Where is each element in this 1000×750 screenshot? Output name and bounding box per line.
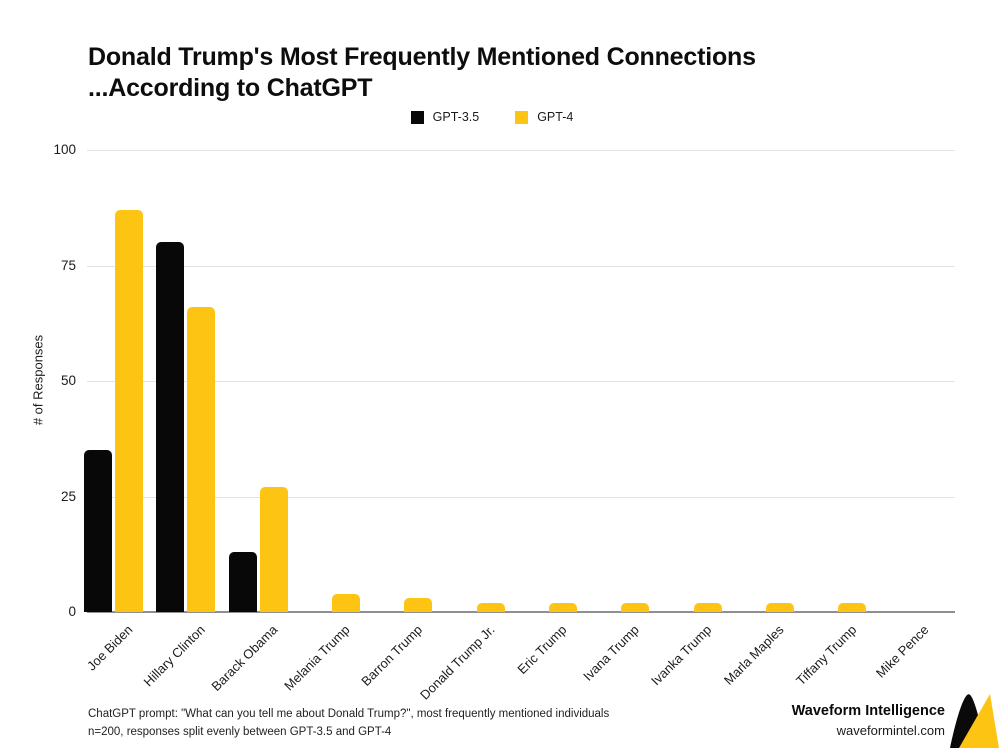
x-tick-label: Joe Biden bbox=[84, 622, 136, 674]
x-tick-label: Hillary Clinton bbox=[140, 622, 208, 690]
gridline bbox=[87, 496, 955, 498]
bar-gpt4-barron-trump bbox=[404, 598, 433, 612]
legend-label: GPT-4 bbox=[537, 110, 574, 124]
x-tick-label: Donald Trump Jr. bbox=[416, 622, 498, 703]
y-tick-label: 25 bbox=[60, 488, 76, 504]
bar-gpt4-joe-biden bbox=[115, 210, 143, 612]
bar-gpt4-barack-obama bbox=[259, 487, 288, 612]
y-tick-label: 50 bbox=[60, 373, 76, 388]
x-tick-label: Ivana Trump bbox=[580, 622, 642, 684]
plot-area: Joe Biden Hillary Clinton Barack Obama Mela… bbox=[84, 150, 955, 703]
bar-gpt35-joe-biden bbox=[84, 450, 112, 612]
x-axis-line bbox=[87, 611, 955, 613]
gridline bbox=[87, 265, 955, 267]
bar-gpt4-ivana-trump bbox=[621, 602, 650, 612]
brand-name: Waveform Intelligence bbox=[791, 703, 945, 719]
chart-title-line1: Donald Trump's Most Frequently Mentioned… bbox=[88, 43, 756, 71]
legend: GPT-3.5 GPT-4 bbox=[0, 110, 992, 124]
x-tick-label: Barack Obama bbox=[208, 622, 281, 694]
x-tick-label: Melania Trump bbox=[281, 622, 353, 694]
footnote: ChatGPT prompt: "What can you tell me ab… bbox=[88, 705, 609, 741]
bar-gpt4-melania-trump bbox=[332, 593, 360, 612]
logo-yellow-triangle bbox=[959, 694, 999, 748]
x-tick-label: Eric Trump bbox=[514, 622, 570, 678]
bar-gpt35-hillary-clinton bbox=[156, 242, 185, 612]
y-tick-label: 100 bbox=[53, 142, 76, 157]
bar-gpt4-marla-maples bbox=[766, 602, 794, 612]
legend-item: GPT-4 bbox=[515, 110, 573, 124]
x-tick-label: Marla Maples bbox=[720, 622, 787, 688]
bar-gpt35-barack-obama bbox=[228, 551, 257, 612]
legend-item: GPT-3.5 bbox=[410, 110, 480, 124]
gridline bbox=[87, 381, 955, 382]
legend-swatch-icon bbox=[515, 110, 529, 124]
footnote-line2: n=200, responses split evenly between GP… bbox=[88, 726, 392, 738]
x-tick-label: Barron Trump bbox=[358, 622, 425, 689]
chart-title-line2: ...According to ChatGPT bbox=[88, 74, 373, 102]
y-tick-label: 75 bbox=[60, 257, 76, 273]
y-tick-label: 0 bbox=[68, 604, 76, 619]
x-tick-label: Tiffany Trump bbox=[792, 622, 859, 689]
legend-label: GPT-3.5 bbox=[432, 110, 480, 124]
chart-title: Donald Trump's Most Frequently Mentioned… bbox=[88, 42, 756, 104]
waveform-logo-icon bbox=[950, 694, 999, 748]
bar-gpt4-donald-trump-jr- bbox=[476, 602, 505, 612]
x-tick-label: Mike Pence bbox=[872, 622, 932, 681]
bar-gpt4-ivanka-trump bbox=[693, 602, 722, 612]
gridline bbox=[87, 150, 955, 151]
brand-url: waveformintel.com bbox=[836, 723, 945, 738]
bar-gpt4-hillary-clinton bbox=[187, 307, 216, 612]
brand-block: Waveform Intelligence waveformintel.com bbox=[792, 702, 945, 740]
bar-gpt4-tiffany-trump bbox=[838, 602, 867, 612]
footnote-line1: ChatGPT prompt: "What can you tell me ab… bbox=[88, 708, 610, 720]
bar-gpt4-eric-trump bbox=[549, 602, 577, 612]
legend-swatch-icon bbox=[410, 110, 424, 124]
x-tick-label: Ivanka Trump bbox=[647, 622, 715, 689]
